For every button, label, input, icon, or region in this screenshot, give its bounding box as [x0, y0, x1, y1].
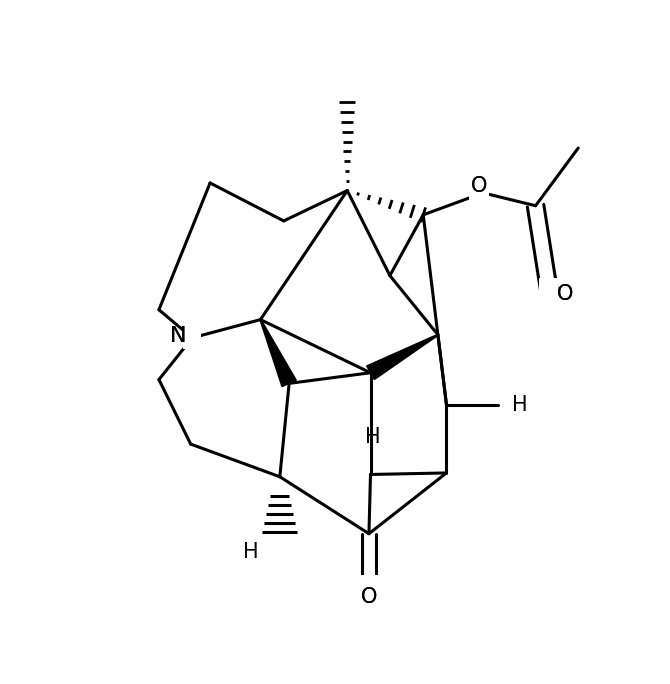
Polygon shape	[260, 319, 296, 386]
Text: H: H	[365, 428, 381, 447]
Text: O: O	[471, 176, 487, 196]
Polygon shape	[366, 334, 438, 380]
Text: O: O	[471, 176, 487, 196]
Text: N: N	[170, 326, 186, 346]
Text: O: O	[360, 587, 377, 607]
Text: N: N	[184, 328, 200, 348]
Text: O: O	[541, 279, 557, 299]
Text: O: O	[360, 577, 377, 597]
Text: H: H	[243, 542, 259, 562]
Text: O: O	[471, 185, 487, 205]
Text: O: O	[360, 587, 377, 607]
Text: H: H	[513, 395, 528, 415]
Text: O: O	[557, 285, 574, 304]
Text: O: O	[557, 285, 574, 304]
Text: N: N	[170, 326, 186, 346]
